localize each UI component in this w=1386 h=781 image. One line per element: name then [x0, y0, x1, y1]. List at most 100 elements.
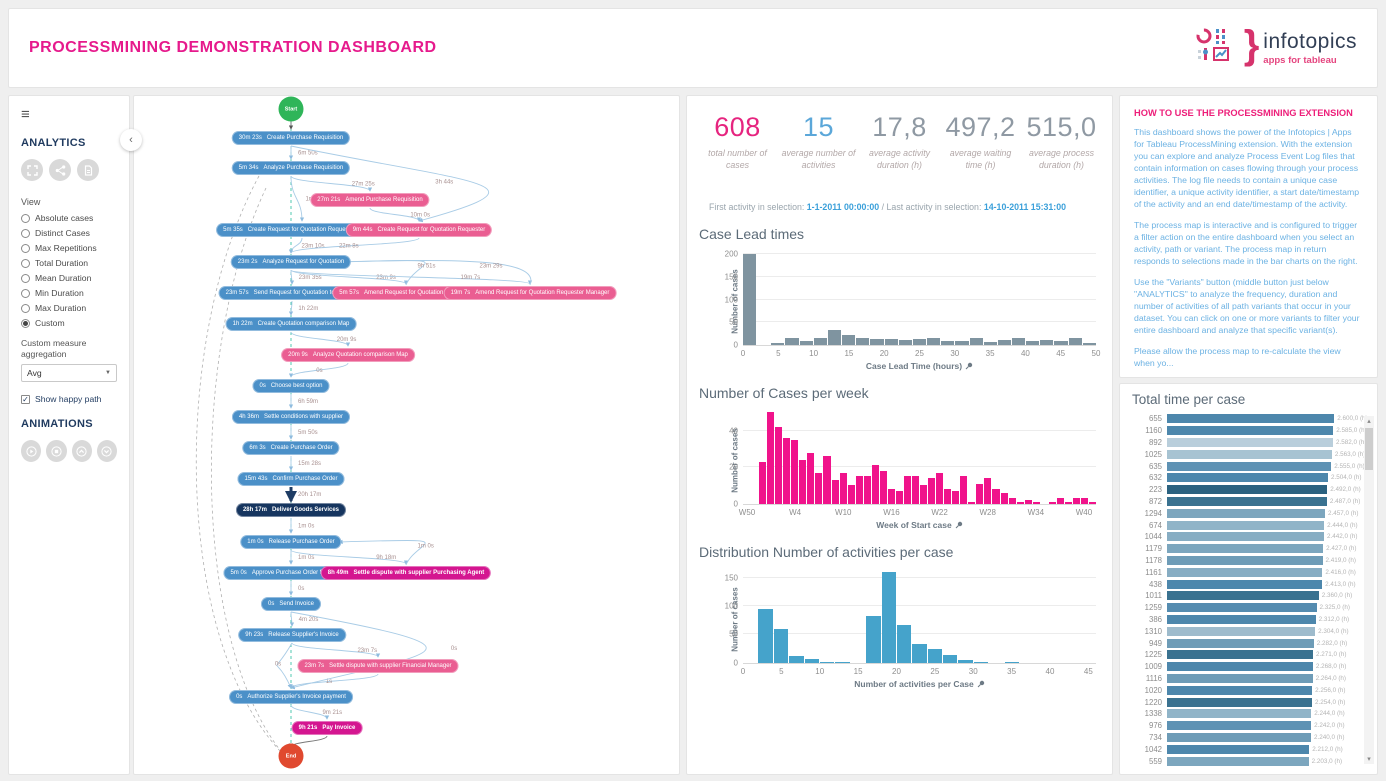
histogram-bar[interactable] [855, 476, 863, 504]
case-duration-bar[interactable] [1167, 685, 1313, 695]
histogram-bar[interactable] [1054, 341, 1068, 345]
process-node-create-rfq-mgr[interactable]: 5m 35s Create Request for Quotation Reque… [216, 223, 388, 237]
process-node-pay-invoice[interactable]: 9h 21s Pay Invoice [291, 721, 363, 735]
case-duration-bar[interactable] [1167, 485, 1328, 495]
histogram-bar[interactable] [1032, 501, 1040, 504]
histogram-bar[interactable] [997, 339, 1011, 345]
case-duration-bar[interactable] [1167, 414, 1335, 424]
process-node-create-po[interactable]: 6m 3s Create Purchase Order [242, 441, 340, 455]
scrollbar-thumb[interactable] [1365, 428, 1373, 470]
radio-icon[interactable] [21, 303, 30, 313]
radio-icon[interactable] [21, 228, 30, 238]
histogram-bar[interactable] [936, 472, 944, 504]
view-option-custom[interactable]: Custom [21, 318, 117, 328]
histogram-bar[interactable] [1026, 340, 1040, 345]
histogram-bar[interactable] [976, 483, 984, 504]
histogram-bar[interactable] [1068, 337, 1082, 345]
process-node-amend-rfq-req[interactable]: 5m 57s Amend Request for Quotation Reques… [332, 286, 480, 300]
view-option-distinct-cases[interactable]: Distinct Cases [21, 228, 117, 238]
process-node-analyze-rfq[interactable]: 23m 2s Analyze Request for Quotation [230, 255, 352, 269]
radio-selected-icon[interactable] [21, 318, 30, 328]
histogram-bar[interactable] [1008, 498, 1016, 504]
process-node-start[interactable]: Start [278, 96, 304, 122]
histogram-bar[interactable] [773, 628, 789, 663]
histogram-bar[interactable] [983, 341, 997, 345]
process-node-amend-rfq-mgr[interactable]: 19m 7s Amend Request for Quotation Reques… [443, 286, 617, 300]
case-duration-bar[interactable] [1167, 532, 1325, 542]
view-option-max-duration[interactable]: Max Duration [21, 303, 117, 313]
case-duration-bar[interactable] [1167, 555, 1323, 565]
case-duration-bar[interactable] [1167, 591, 1319, 601]
histogram-bar[interactable] [743, 254, 757, 345]
histogram-bar[interactable] [842, 334, 856, 345]
radio-icon[interactable] [21, 258, 30, 268]
histogram-bar[interactable] [871, 465, 879, 504]
case-duration-bar[interactable] [1167, 756, 1309, 766]
process-node-confirm-po[interactable]: 15m 43s Confirm Purchase Order [237, 472, 345, 486]
histogram-bar[interactable] [791, 439, 799, 504]
histogram-bar[interactable] [943, 654, 958, 663]
variants-button[interactable] [49, 159, 71, 181]
case-duration-bar[interactable] [1167, 579, 1323, 589]
histogram-bar[interactable] [813, 337, 827, 345]
histogram-bar[interactable] [807, 452, 815, 504]
pin-icon[interactable] [965, 362, 973, 370]
histogram-bar[interactable] [927, 648, 943, 663]
histogram-bar[interactable] [758, 609, 773, 663]
case-duration-bar[interactable] [1167, 638, 1314, 648]
stop-button[interactable] [46, 440, 67, 463]
radio-icon[interactable] [21, 213, 30, 223]
case-duration-bar[interactable] [1167, 673, 1313, 683]
case-duration-bar[interactable] [1167, 721, 1312, 731]
histogram-bar[interactable] [1064, 501, 1072, 504]
histogram-bar[interactable] [1011, 337, 1026, 345]
histogram-bar[interactable] [1024, 500, 1032, 504]
case-duration-bar[interactable] [1167, 603, 1317, 613]
view-option-absolute-cases[interactable]: Absolute cases [21, 213, 117, 223]
case-duration-bar[interactable] [1167, 650, 1314, 660]
case-duration-bar[interactable] [1167, 461, 1332, 471]
case-duration-bar[interactable] [1167, 662, 1313, 672]
case-duration-bar[interactable] [1167, 626, 1316, 636]
case-duration-bar[interactable] [1167, 744, 1310, 754]
histogram-bar[interactable] [870, 339, 884, 345]
sidebar-collapse-button[interactable]: ‹ [120, 129, 142, 151]
case-duration-bar[interactable] [1167, 437, 1334, 447]
histogram-bar[interactable] [815, 472, 823, 504]
histogram-bar[interactable] [1089, 501, 1097, 504]
histogram-bar[interactable] [767, 412, 775, 504]
case-duration-bar[interactable] [1167, 614, 1316, 624]
view-option-min-duration[interactable]: Min Duration [21, 288, 117, 298]
histogram-bar[interactable] [896, 624, 912, 663]
histogram-bar[interactable] [804, 659, 819, 663]
histogram-bar[interactable] [759, 461, 767, 504]
histogram-bar[interactable] [1000, 492, 1008, 504]
histogram-bar[interactable] [969, 338, 983, 345]
histogram-bar[interactable] [827, 330, 842, 345]
process-node-release-po[interactable]: 1m 0s Release Purchase Order [240, 535, 342, 549]
happy-path-toggle[interactable]: ✓ Show happy path [21, 394, 117, 404]
process-node-create-qcm[interactable]: 1h 22m Create Quotation comparison Map [225, 317, 357, 331]
process-node-create-rfq-req[interactable]: 9m 44s Create Request for Quotation Reque… [345, 223, 493, 237]
histogram-bar[interactable] [895, 490, 903, 504]
histogram-bar[interactable] [1004, 662, 1020, 663]
histogram-bar[interactable] [958, 659, 973, 663]
pin-icon[interactable] [977, 680, 985, 688]
play-button[interactable] [21, 440, 42, 463]
pin-icon[interactable] [955, 521, 963, 529]
histogram-bar[interactable] [863, 476, 871, 504]
expand-button[interactable] [21, 159, 43, 181]
histogram-bar[interactable] [775, 427, 783, 504]
histogram-bar[interactable] [1080, 498, 1089, 504]
speed-up-button[interactable] [71, 440, 92, 463]
export-button[interactable] [77, 159, 99, 181]
scroll-up-icon[interactable]: ▴ [1367, 418, 1371, 425]
histogram-bar[interactable] [912, 643, 927, 663]
histogram-bar[interactable] [984, 478, 992, 504]
histogram-bar[interactable] [839, 472, 847, 504]
case-duration-bar[interactable] [1167, 732, 1312, 742]
process-node-release-si[interactable]: 9h 23s Release Supplier's Invoice [238, 628, 346, 642]
histogram-bar[interactable] [831, 480, 839, 504]
histogram-bar[interactable] [1056, 498, 1064, 504]
aggregation-dropdown[interactable]: Avg ▼ [21, 364, 117, 383]
